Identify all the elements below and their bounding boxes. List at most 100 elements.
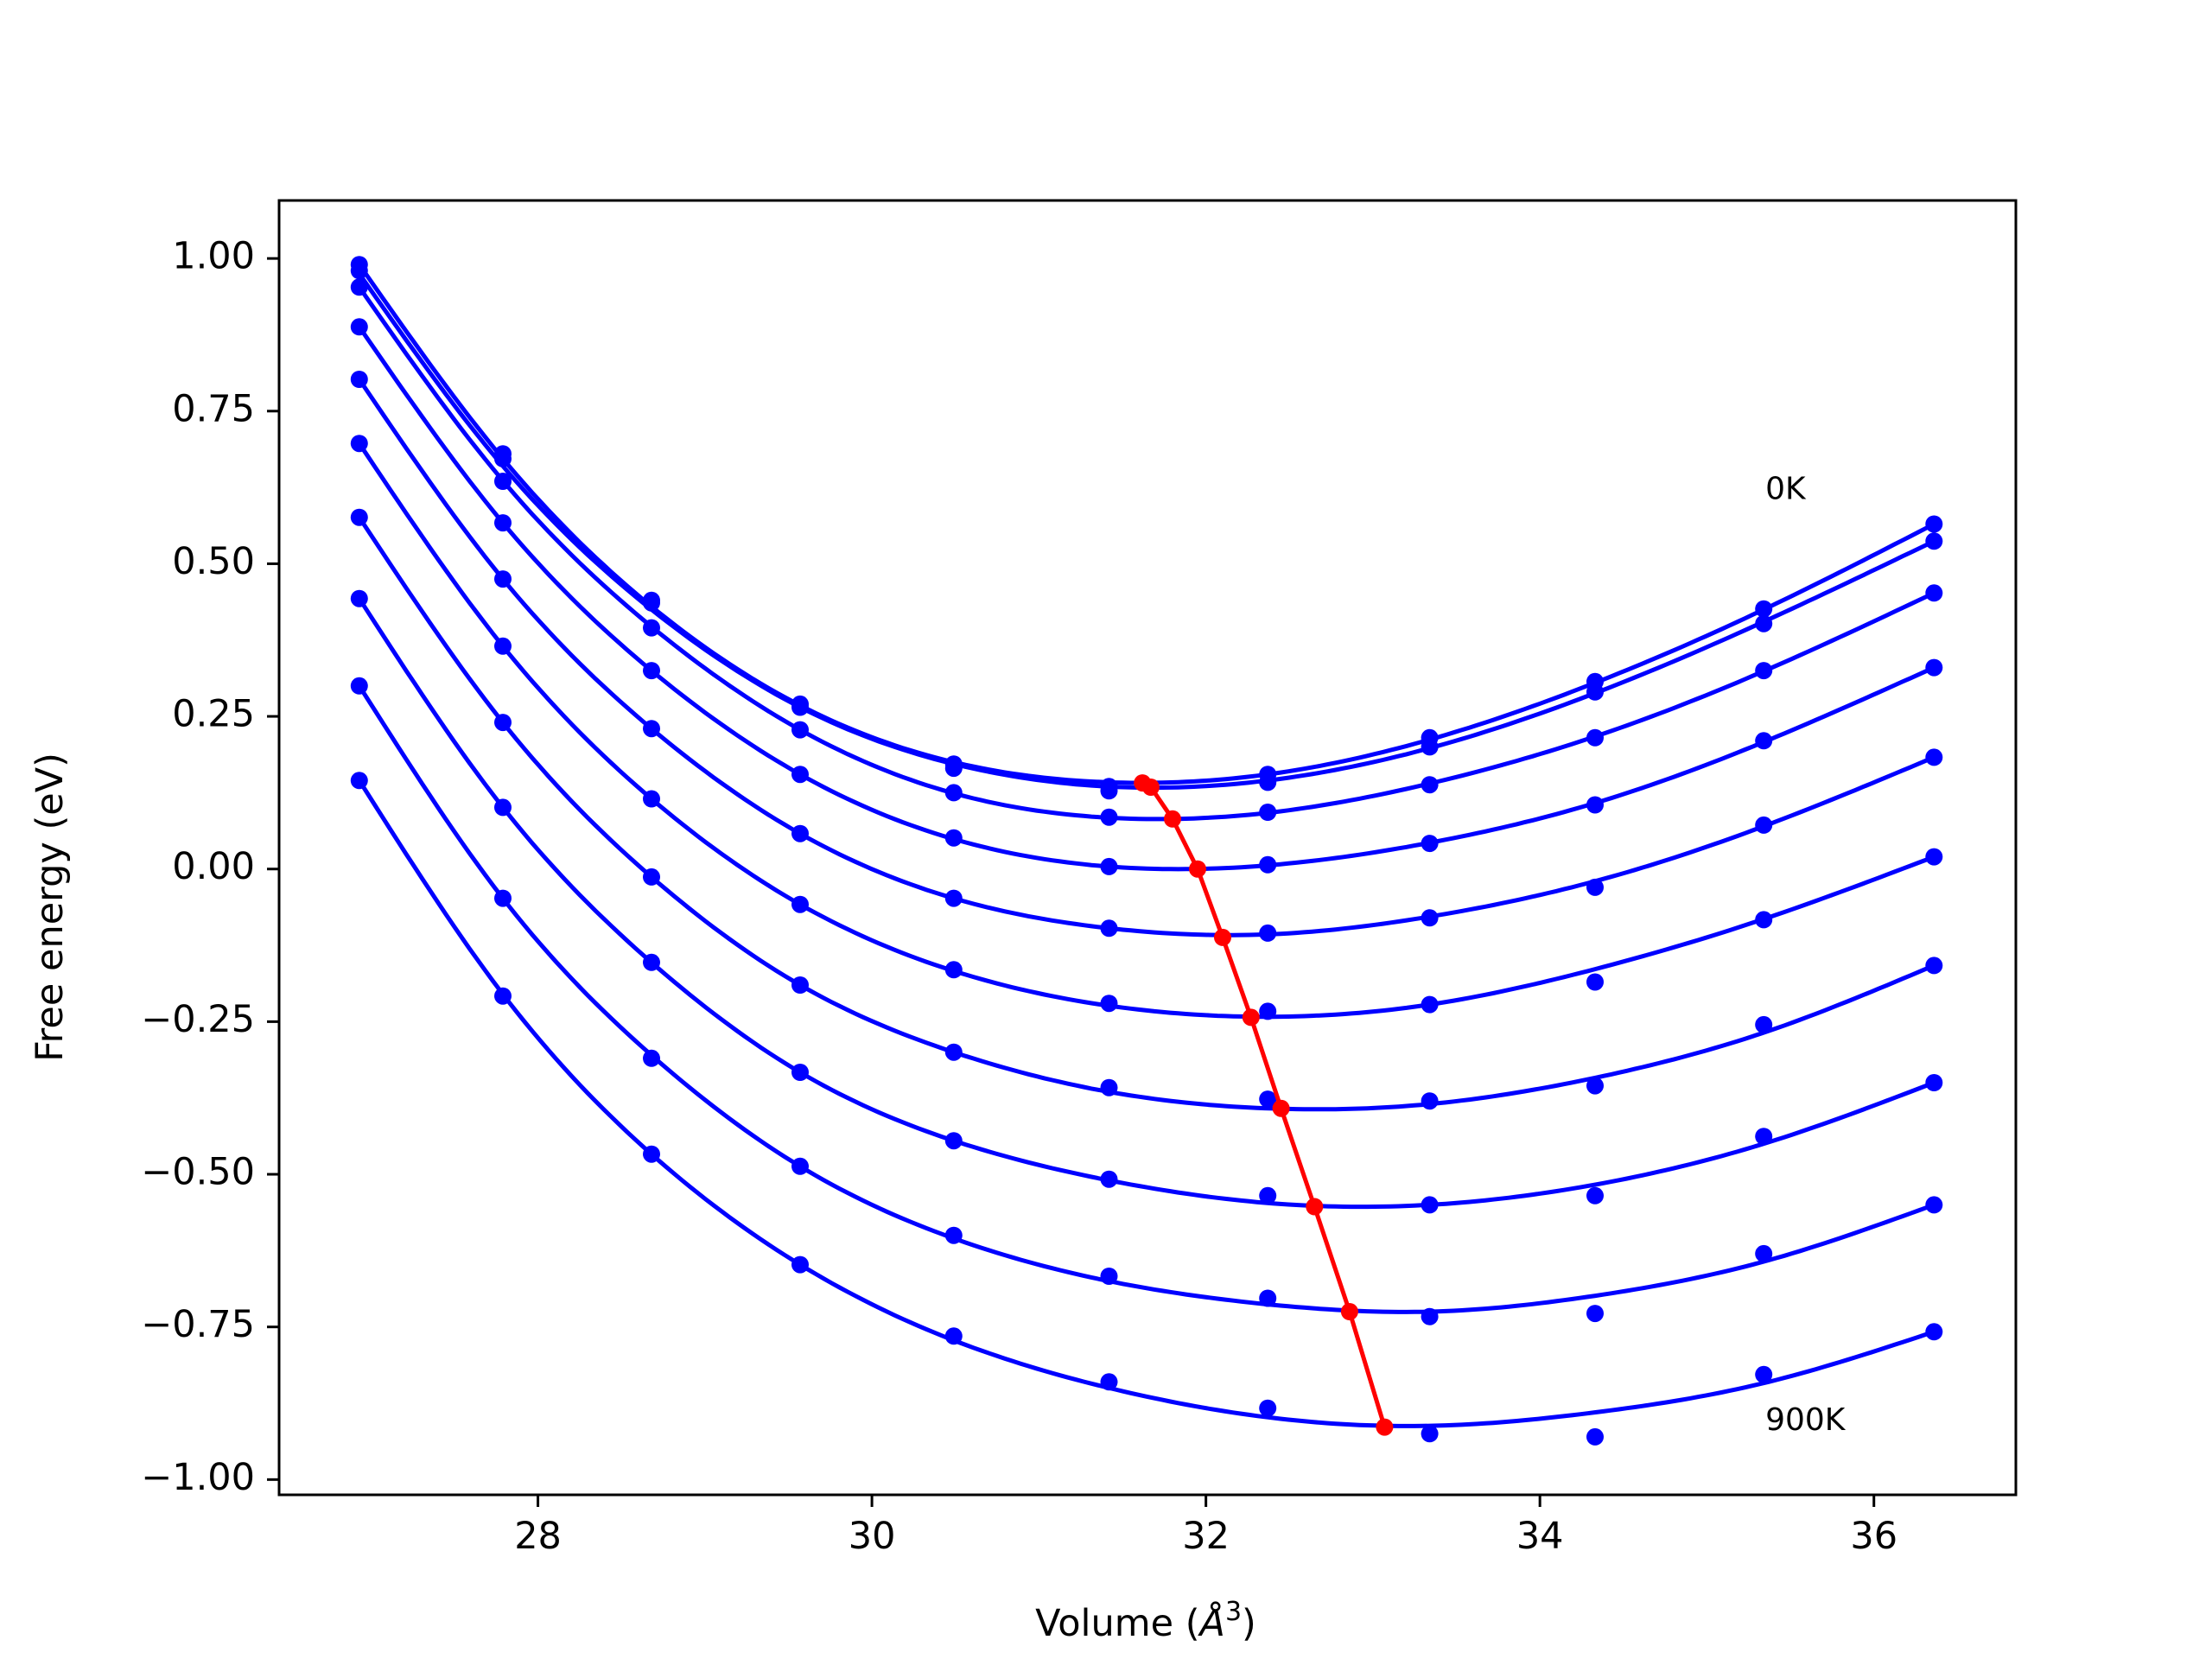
data-point-8-9 [1586, 1186, 1604, 1205]
fit-curve-10 [357, 779, 1936, 1428]
data-point-10-1 [350, 772, 368, 790]
minimum-point-10 [1376, 1418, 1394, 1436]
fit-curve-4 [357, 325, 1936, 872]
data-point-2-4 [791, 698, 809, 716]
data-point-10-5 [944, 1327, 963, 1345]
data-point-7-3 [643, 868, 660, 886]
data-point-8-10 [1755, 1128, 1773, 1146]
data-point-7-6 [1100, 1078, 1118, 1096]
data-point-9-10 [1755, 1244, 1773, 1262]
data-point-5-3 [643, 720, 660, 738]
data-point-10-9 [1586, 1427, 1604, 1446]
data-point-7-5 [944, 1043, 963, 1061]
data-point-9-8 [1421, 1307, 1439, 1325]
y-tick-label-2: 0.75 [172, 387, 255, 430]
data-point-9-11 [1925, 1196, 1943, 1214]
data-point-9-1 [350, 677, 368, 695]
data-point-10-2 [494, 987, 512, 1005]
data-point-6-9 [1586, 973, 1604, 991]
data-point-1-11 [1925, 515, 1943, 533]
data-point-2-9 [1586, 683, 1604, 701]
data-point-5-10 [1755, 816, 1773, 834]
y-tick-label-3: 0.50 [172, 540, 255, 583]
data-point-3-10 [1755, 662, 1773, 680]
data-point-3-1 [350, 278, 368, 296]
data-point-4-2 [494, 514, 512, 532]
data-point-3-9 [1586, 728, 1604, 747]
y-tick-label-4: 0.25 [172, 693, 255, 736]
data-point-7-11 [1925, 957, 1943, 975]
data-point-4-3 [643, 662, 660, 680]
data-point-1-10 [1755, 600, 1773, 618]
data-point-2-2 [494, 449, 512, 467]
data-point-8-5 [944, 1132, 963, 1150]
data-point-6-4 [791, 895, 809, 913]
data-point-4-11 [1925, 658, 1943, 677]
data-point-8-1 [350, 589, 368, 607]
data-point-10-4 [791, 1255, 809, 1274]
data-point-9-9 [1586, 1305, 1604, 1323]
data-point-3-3 [643, 619, 660, 637]
minimum-point-9 [1340, 1303, 1358, 1320]
axes-frame [277, 199, 2018, 1497]
data-point-9-2 [494, 889, 512, 907]
data-point-7-8 [1421, 1092, 1439, 1110]
data-point-7-10 [1755, 1015, 1773, 1033]
minimum-point-5 [1214, 928, 1231, 946]
data-point-4-1 [350, 318, 368, 336]
data-point-10-8 [1421, 1425, 1439, 1443]
data-point-4-8 [1421, 835, 1439, 853]
data-point-6-11 [1925, 848, 1943, 866]
data-point-2-3 [643, 594, 660, 612]
data-point-4-9 [1586, 796, 1604, 814]
minimum-point-2 [1141, 779, 1160, 796]
data-point-3-8 [1421, 776, 1439, 794]
fit-curve-6 [357, 442, 1936, 1020]
y-tick-label-1: 1.00 [172, 235, 255, 278]
data-point-10-11 [1925, 1323, 1943, 1341]
data-point-7-7 [1259, 1090, 1277, 1109]
data-point-7-1 [350, 508, 368, 526]
data-point-8-7 [1259, 1186, 1277, 1205]
x-axis-label: Volume (Å3) [1035, 1597, 1256, 1645]
data-point-2-8 [1421, 738, 1439, 756]
y-tick-label-7: −0.50 [141, 1151, 255, 1194]
data-point-6-7 [1259, 1002, 1277, 1020]
data-point-6-3 [643, 790, 660, 808]
data-point-2-6 [1100, 778, 1118, 796]
data-point-3-2 [494, 473, 512, 490]
data-point-6-1 [350, 435, 368, 453]
data-point-8-2 [494, 798, 512, 817]
x-axis-label-text: Volume ( [1035, 1602, 1199, 1645]
data-point-4-4 [791, 766, 809, 784]
x-tick-label-3: 32 [1182, 1515, 1230, 1558]
y-tick-label-6: −0.25 [141, 998, 255, 1041]
axes: 28 30 32 34 36 1.00 0.75 0.50 0.25 0.00 −0.25 −0.50… [141, 199, 2018, 1558]
fit-curve-8 [357, 597, 1936, 1210]
data-point-4-7 [1259, 855, 1277, 874]
data-point-5-9 [1586, 878, 1604, 896]
y-tick-label-8: −0.75 [141, 1303, 255, 1346]
y-tick-label-9: −1.00 [141, 1456, 255, 1499]
data-point-5-1 [350, 371, 368, 388]
data-point-9-3 [643, 1049, 660, 1067]
data-point-3-6 [1100, 808, 1118, 826]
data-point-8-11 [1925, 1074, 1943, 1091]
data-point-5-11 [1925, 748, 1943, 766]
data-point-2-1 [350, 262, 368, 280]
minimum-point-7 [1272, 1099, 1290, 1117]
data-point-3-7 [1259, 804, 1277, 821]
x-tick-label-5: 36 [1850, 1515, 1897, 1558]
data-point-5-5 [944, 889, 963, 907]
fit-curve-7 [357, 516, 1936, 1112]
minimum-line [1141, 780, 1387, 1428]
data-point-8-8 [1421, 1196, 1439, 1214]
data-point-2-10 [1755, 614, 1773, 632]
data-point-8-3 [643, 953, 660, 971]
data-point-7-4 [791, 976, 809, 994]
x-tick-label-1: 28 [514, 1515, 562, 1558]
plot-area [350, 256, 1943, 1446]
data-point-6-2 [494, 637, 512, 655]
